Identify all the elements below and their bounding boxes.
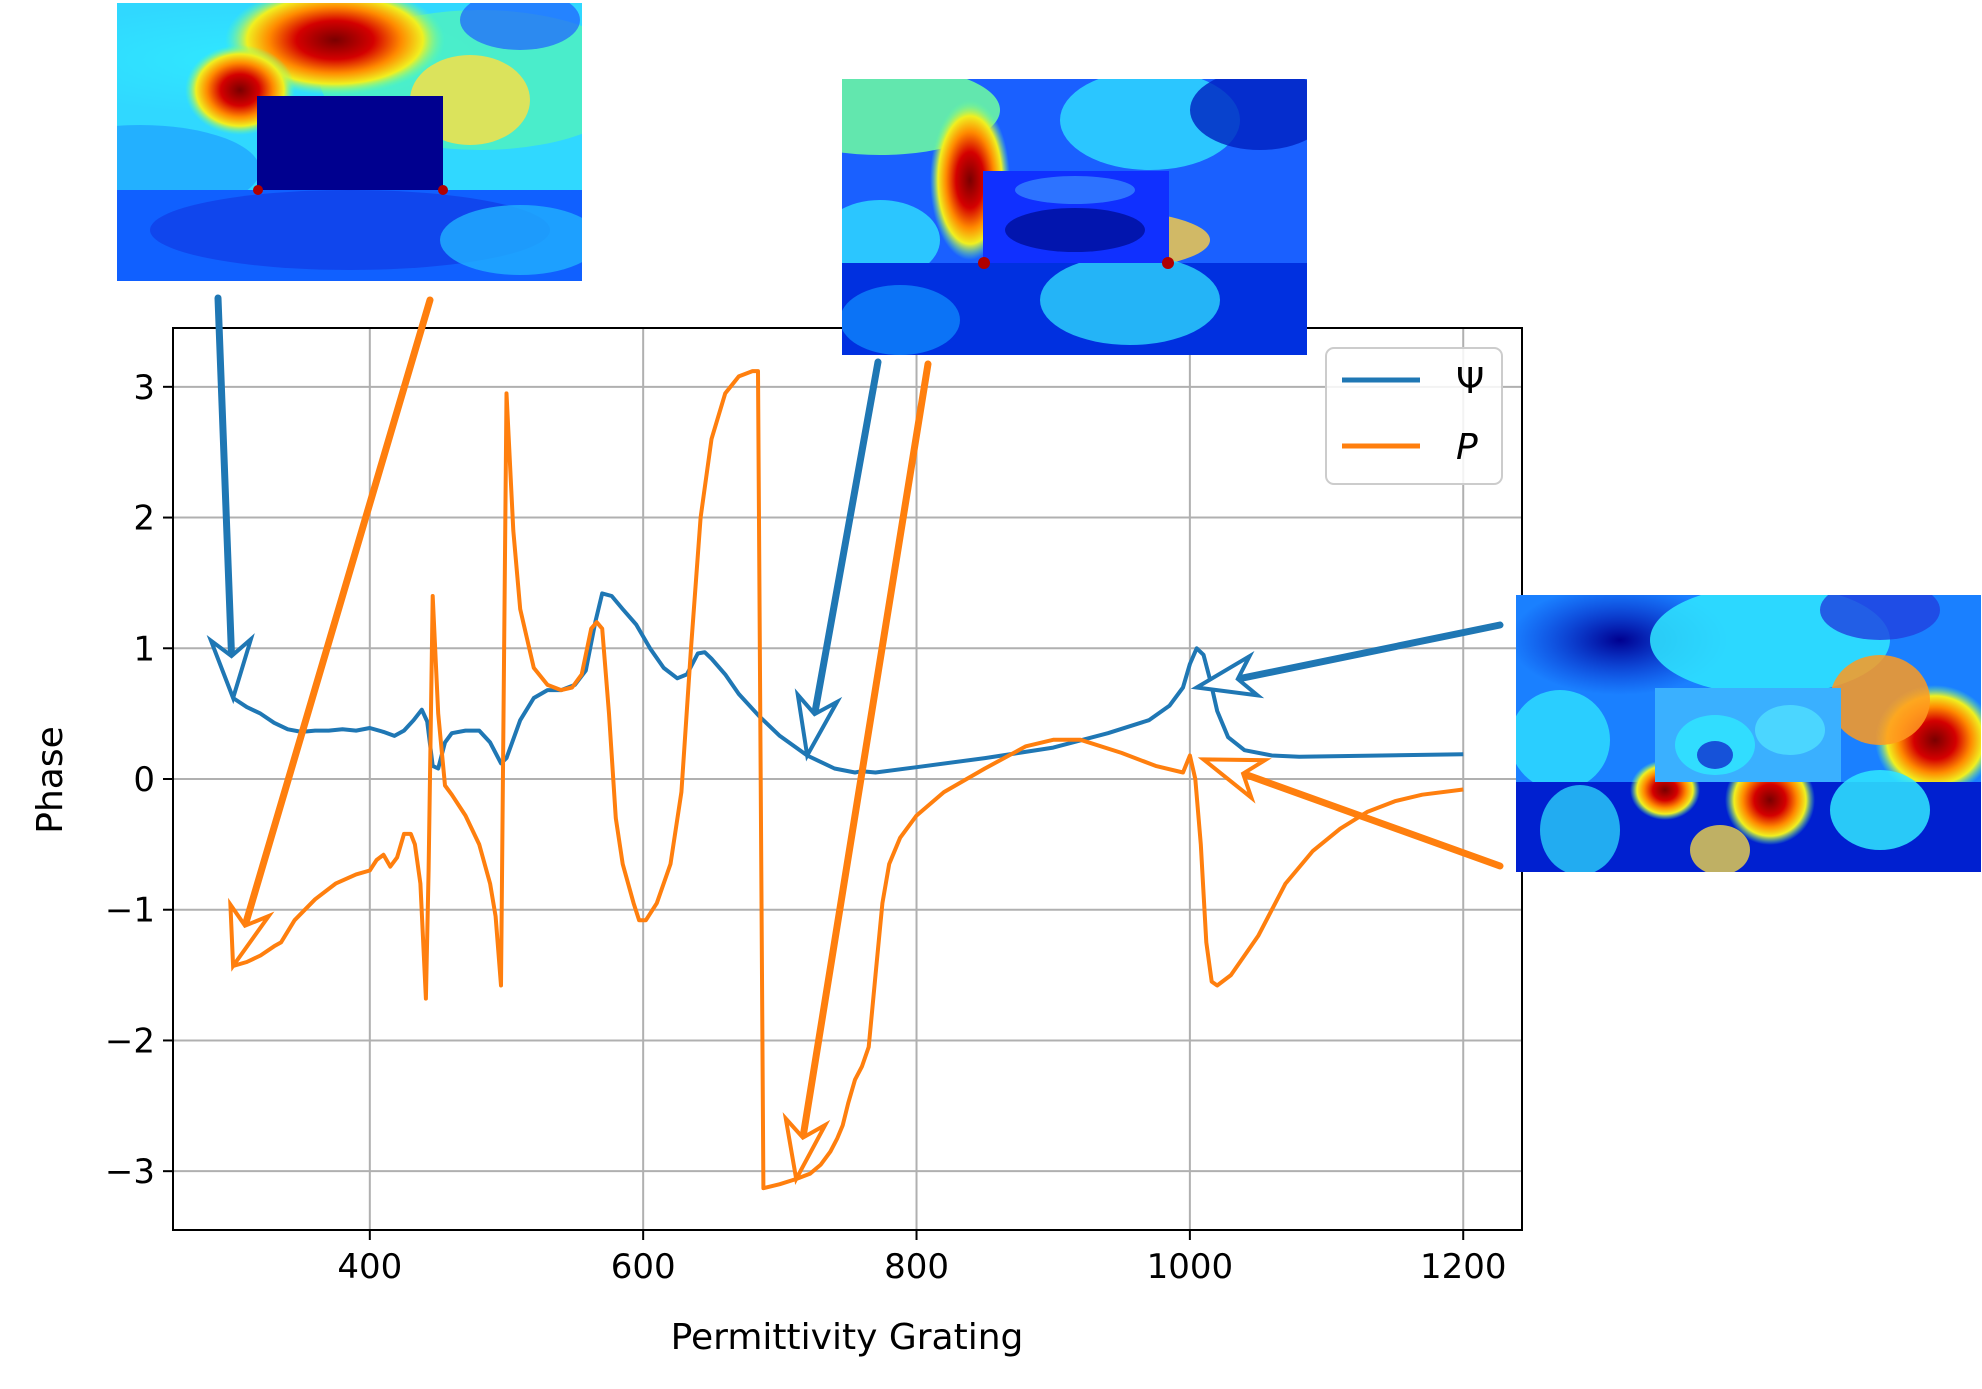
x-tick-label: 600	[611, 1247, 676, 1287]
field-map-resonance-1000	[1516, 595, 1981, 872]
y-tick-label: 3	[133, 368, 155, 408]
legend-label-p: P	[1456, 427, 1478, 468]
y-tick-label: 2	[133, 499, 155, 539]
x-tick-label: 1200	[1420, 1247, 1507, 1287]
arrow-psi-to-map-1	[206, 294, 255, 705]
series-p-line	[232, 369, 1464, 1191]
y-tick-label: 1	[133, 629, 155, 669]
arrow-psi-to-map-3	[1190, 621, 1504, 699]
grid-lines	[173, 328, 1522, 1230]
x-tick-label: 1000	[1147, 1247, 1234, 1287]
y-tick-label: −3	[105, 1152, 155, 1192]
arrow-p-to-map-3	[1197, 757, 1504, 870]
y-tick-label: −1	[105, 891, 155, 931]
plot-area: 400 600 800 1000 1200 −3 −2 −1 0 1 2 3	[105, 327, 1523, 1287]
field-map-mid-permittivity	[842, 79, 1307, 355]
y-axis-label: Phase	[30, 726, 71, 834]
y-tick-label: 0	[133, 760, 155, 800]
arrow-p-to-map-1	[228, 296, 434, 972]
field-map-low-permittivity	[117, 3, 582, 281]
arrow-p-to-map-2	[782, 360, 932, 1186]
y-tick-label: −2	[105, 1021, 155, 1061]
x-tick-label: 400	[337, 1247, 402, 1287]
x-axis-label: Permittivity Grating	[671, 1317, 1024, 1358]
legend-label-psi: Ψ	[1456, 361, 1484, 402]
tick-layer: 400 600 800 1000 1200 −3 −2 −1 0 1 2 3	[105, 368, 1507, 1287]
legend: Ψ P	[1325, 347, 1503, 485]
x-tick-label: 800	[884, 1247, 949, 1287]
arrow-psi-to-map-2	[794, 358, 882, 762]
series-psi-line	[231, 591, 1464, 775]
annotation-arrows	[206, 294, 1504, 1186]
series-layer	[231, 369, 1464, 1191]
